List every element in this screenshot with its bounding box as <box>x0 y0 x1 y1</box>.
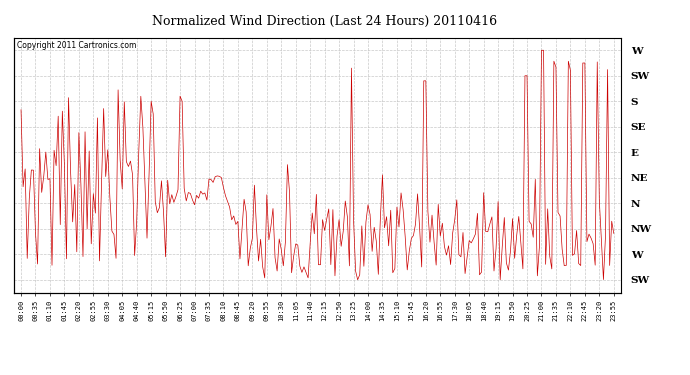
Text: Copyright 2011 Cartronics.com: Copyright 2011 Cartronics.com <box>17 41 136 50</box>
Text: Normalized Wind Direction (Last 24 Hours) 20110416: Normalized Wind Direction (Last 24 Hours… <box>152 15 497 28</box>
